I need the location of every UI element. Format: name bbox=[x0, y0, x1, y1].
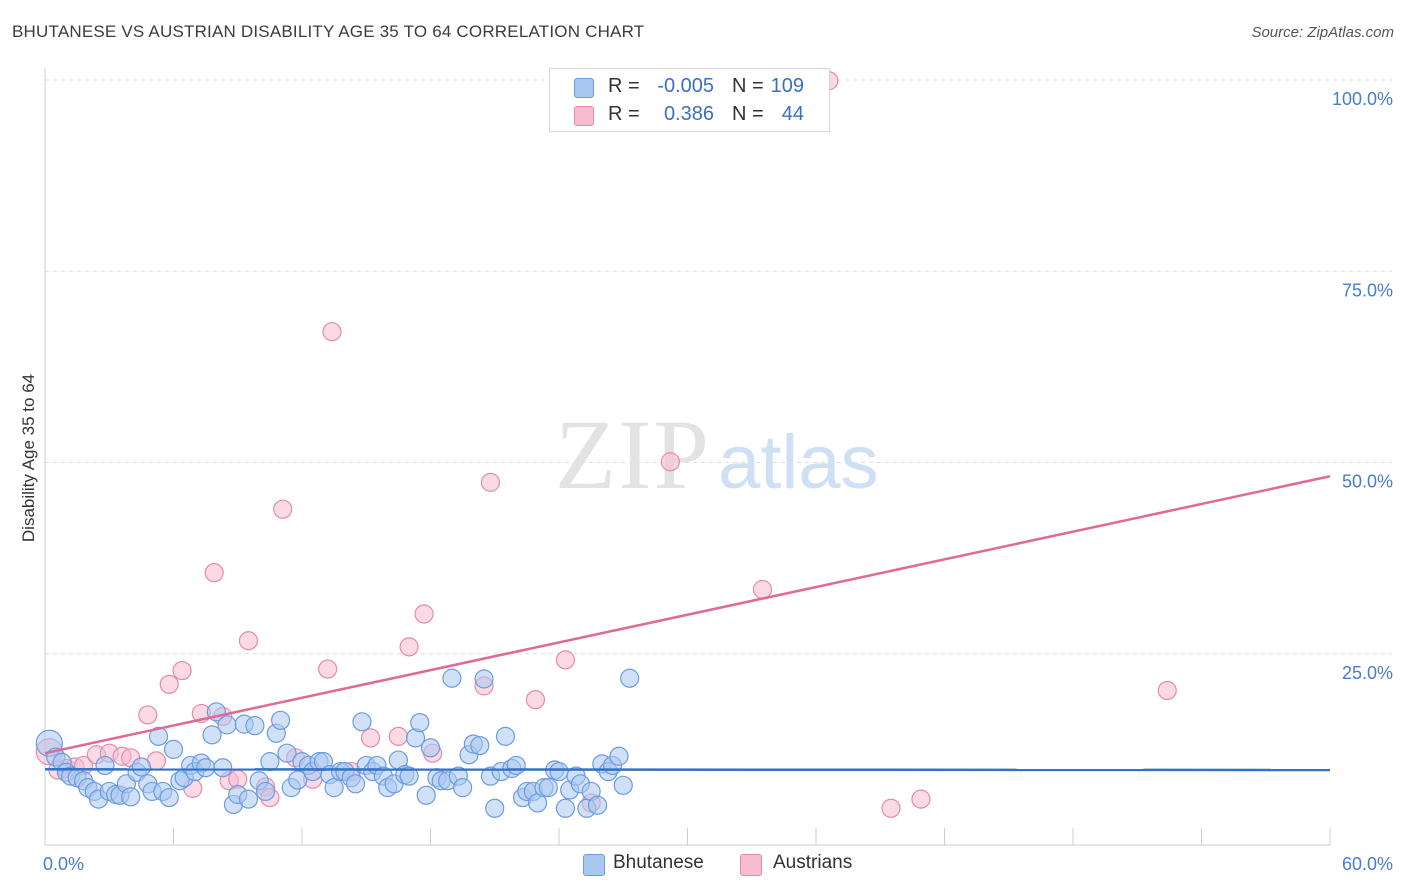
austrians-point bbox=[555, 650, 576, 670]
bhutanese-point bbox=[470, 735, 490, 756]
bhutanese-point bbox=[485, 798, 505, 818]
y-tick-label: 50.0% bbox=[1342, 472, 1393, 492]
bhutanese-point bbox=[288, 770, 308, 790]
y-tick-label: 25.0% bbox=[1342, 663, 1393, 683]
watermark-zip: ZIP bbox=[555, 399, 711, 510]
legend-swatch-austrians bbox=[574, 106, 594, 126]
legend-r-label: R = bbox=[608, 103, 640, 125]
legend-r-value: 0.386 bbox=[663, 103, 714, 125]
legend-n-value: 109 bbox=[770, 75, 804, 97]
bhutanese-point bbox=[131, 757, 151, 777]
austrians-point bbox=[273, 499, 293, 519]
legend-n-label: N = bbox=[732, 103, 764, 125]
austrians-point bbox=[204, 563, 224, 583]
bhutanese-point bbox=[420, 738, 441, 758]
austrians-point bbox=[1157, 680, 1177, 701]
austrians-point bbox=[322, 322, 342, 342]
bhutanese-point bbox=[148, 726, 169, 746]
bhutanese-point bbox=[587, 795, 608, 815]
bhutanese-point bbox=[255, 781, 276, 802]
bhutanese-point bbox=[213, 758, 233, 778]
bhutanese-point bbox=[442, 668, 462, 688]
legend-row-austrians: R = 0.386 N = 44 bbox=[550, 102, 829, 128]
bottom-legend-label-bhutanese: Bhutanese bbox=[613, 852, 704, 873]
bhutanese-point bbox=[352, 712, 372, 732]
tick-labels: 25.0% 50.0% 75.0% 100.0% 0.0% 60.0% bbox=[43, 89, 1393, 874]
bhutanese-point bbox=[238, 789, 259, 809]
grid-lines bbox=[45, 79, 1392, 655]
austrians-point bbox=[399, 637, 419, 657]
legend-r-label: R = bbox=[608, 75, 640, 97]
y-tick-label: 100.0% bbox=[1332, 89, 1393, 109]
bhutanese-point bbox=[277, 743, 297, 763]
y-tick-label: 75.0% bbox=[1342, 280, 1393, 300]
bhutanese-point bbox=[163, 739, 184, 759]
y-axis-label: Disability Age 35 to 64 bbox=[19, 374, 38, 542]
legend-swatch-bhutanese bbox=[574, 78, 594, 98]
bottom-legend-swatch-bhutanese bbox=[583, 854, 605, 876]
bhutanese-point bbox=[495, 726, 516, 746]
bhutanese-point bbox=[121, 787, 141, 807]
austrians-point bbox=[172, 660, 192, 681]
bhutanese-point bbox=[270, 710, 291, 730]
x-tick-label: 60.0% bbox=[1342, 854, 1393, 874]
bhutanese-point bbox=[245, 716, 265, 736]
bottom-legend-label-austrians: Austrians bbox=[773, 852, 853, 873]
bhutanese-point bbox=[196, 758, 216, 778]
austrians-point bbox=[911, 789, 931, 809]
bhutanese-point bbox=[613, 775, 633, 795]
austrians-point bbox=[318, 659, 338, 679]
bottom-legend-swatch-austrians bbox=[740, 854, 762, 876]
austrians-point bbox=[480, 472, 501, 492]
austrians-point bbox=[360, 728, 381, 748]
bhutanese-point bbox=[399, 766, 419, 786]
watermark-atlas: atlas bbox=[718, 420, 879, 505]
bhutanese-point bbox=[555, 798, 576, 818]
legend-n-value: 44 bbox=[781, 103, 804, 125]
austrians-point bbox=[238, 631, 259, 651]
bhutanese-point bbox=[95, 755, 115, 776]
austrians-point bbox=[414, 604, 434, 624]
bhutanese-point bbox=[345, 774, 366, 794]
bhutanese-point bbox=[620, 668, 640, 688]
trend-lines bbox=[44, 475, 1331, 772]
chart-title: BHUTANESE VS AUSTRIAN DISABILITY AGE 35 … bbox=[12, 22, 645, 41]
bhutanese-point bbox=[410, 712, 430, 733]
austrians-point bbox=[138, 705, 158, 725]
bhutanese-point bbox=[474, 669, 494, 689]
bhutanese-point bbox=[217, 715, 237, 735]
bhutanese-point bbox=[549, 761, 569, 782]
watermark: ZIP atlas bbox=[555, 399, 879, 510]
axes bbox=[44, 68, 1331, 846]
bhutanese-point bbox=[609, 746, 629, 766]
bhutanese-point bbox=[260, 752, 280, 772]
austrians-trend-line bbox=[44, 475, 1331, 755]
legend-r-value: -0.005 bbox=[657, 75, 714, 97]
series-bhutanese-points bbox=[35, 668, 640, 818]
bhutanese-point bbox=[159, 787, 179, 808]
legend-row-bhutanese: R = -0.005 N = 109 bbox=[550, 74, 829, 100]
bhutanese-point bbox=[324, 778, 344, 798]
austrians-point bbox=[525, 690, 546, 710]
legend: R = -0.005 N = 109 R = 0.386 N = 44 bbox=[549, 68, 830, 132]
austrians-point bbox=[752, 579, 773, 600]
legend-n-label: N = bbox=[732, 75, 764, 97]
austrians-point bbox=[660, 452, 680, 472]
source-label: Source: ZipAtlas.com bbox=[1251, 24, 1394, 41]
bhutanese-point bbox=[416, 785, 436, 805]
bhutanese-point bbox=[506, 755, 526, 776]
bhutanese-trend-line bbox=[44, 768, 1331, 772]
austrians-point bbox=[881, 798, 901, 818]
austrians-point bbox=[388, 726, 408, 746]
bhutanese-point bbox=[202, 725, 222, 745]
x-tick-label: 0.0% bbox=[43, 854, 84, 874]
bhutanese-point bbox=[453, 778, 473, 798]
bhutanese-point bbox=[538, 778, 558, 798]
austrians-point bbox=[159, 674, 179, 694]
